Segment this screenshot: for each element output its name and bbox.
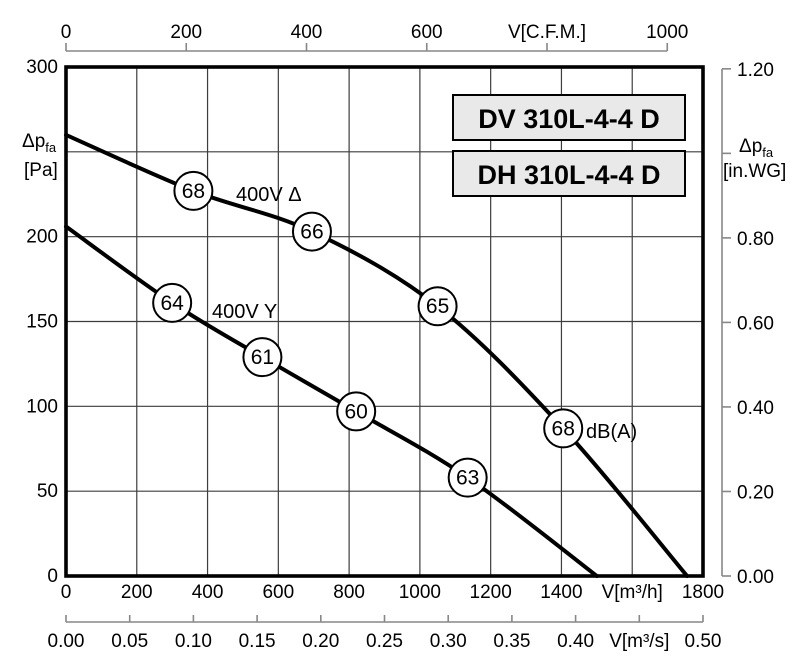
m3s-axis-tick-label: 0.05 — [111, 631, 148, 652]
noise-marker: 68 — [543, 408, 584, 449]
cfm-axis-tick-label: 0 — [61, 22, 72, 43]
m3h-axis-tick-label: 600 — [262, 582, 294, 603]
delta-p-subscript: fa — [45, 140, 57, 155]
noise-marker: 63 — [447, 457, 488, 498]
noise-marker: 61 — [242, 337, 283, 378]
inwg-axis-tick-label: 0.40 — [737, 398, 774, 419]
delta-p-symbol: Δp — [739, 136, 762, 157]
curve-400v-y — [64, 224, 599, 578]
noise-marker-value: 61 — [251, 346, 274, 369]
series-label-400v-y: 400V Y — [212, 301, 277, 323]
noise-marker-value: 65 — [426, 295, 449, 318]
model-title-box-dh: DH 310L-4-4 D — [452, 150, 686, 197]
m3s-axis-tick-label: 0.50 — [685, 631, 722, 652]
noise-marker: 66 — [291, 211, 332, 252]
noise-marker-circle — [417, 286, 458, 327]
model-title-dv: DV 310L-4-4 D — [478, 104, 660, 134]
m3h-axis-tick-label: 200 — [121, 582, 153, 603]
cfm-axis-tick-label: 400 — [291, 22, 323, 43]
noise-marker-value: 64 — [160, 292, 184, 315]
noise-marker: 68 — [173, 170, 214, 211]
m3h-axis-tick-label: 1400 — [540, 582, 582, 603]
inwg-axis-tick-label: 0.20 — [737, 482, 774, 503]
model-title-box-dh-frame — [452, 150, 686, 197]
right-axis-unit: [in.WG] — [723, 161, 786, 182]
model-title-box-dv-frame — [452, 94, 686, 141]
series-label-400v-delta: 400V Δ — [236, 184, 302, 206]
m3s-axis-tick-label: V[m³/s] — [609, 631, 669, 652]
noise-marker-circle — [543, 408, 584, 449]
inwg-axis-tick-label: 0.00 — [737, 567, 774, 588]
cfm-axis-tick-label: V[C.F.M.] — [508, 22, 586, 43]
delta-p-symbol: Δp — [22, 131, 45, 152]
noise-marker: 65 — [417, 286, 458, 327]
m3h-axis-tick-label: V[m³/h] — [602, 582, 663, 603]
m3s-axis-tick-label: 0.30 — [430, 631, 467, 652]
m3s-axis-tick-label: 0.25 — [366, 631, 403, 652]
noise-marker: 64 — [152, 282, 193, 323]
noise-marker-circle — [291, 211, 332, 252]
cfm-axis-tick-label: 600 — [411, 22, 443, 43]
m3h-axis-tick-label: 1200 — [470, 582, 512, 603]
m3s-axis-tick-label: 0.00 — [48, 631, 85, 652]
left-axis-unit: [Pa] — [24, 160, 58, 181]
model-title-dh: DH 310L-4-4 D — [477, 160, 660, 190]
noise-marker-circle — [173, 170, 214, 211]
noise-marker: 60 — [336, 391, 377, 432]
m3s-axis-tick-label: 0.15 — [239, 631, 276, 652]
noise-unit-label: dB(A) — [586, 421, 637, 443]
delta-p-subscript: fa — [762, 145, 774, 160]
right-axis-symbol: Δpfa — [739, 136, 774, 160]
performance-curves — [64, 132, 690, 578]
plot-grid — [66, 67, 703, 576]
noise-marker-circle — [447, 457, 488, 498]
inwg-axis-tick-label: 1.20 — [737, 60, 774, 81]
noise-marker-circle — [242, 337, 283, 378]
noise-marker-value: 63 — [456, 467, 479, 490]
cfm-axis-tick-label: 200 — [170, 22, 202, 43]
m3h-axis-tick-label: 1000 — [399, 582, 441, 603]
m3h-axis-tick-label: 800 — [333, 582, 365, 603]
pa-axis-tick-label: 50 — [37, 481, 58, 502]
left-axis-symbol: Δpfa — [22, 131, 57, 155]
plot-border — [64, 65, 705, 578]
noise-marker-value: 68 — [182, 180, 205, 203]
inwg-axis-tick-label: 0.80 — [737, 229, 774, 250]
noise-marker-value: 60 — [345, 400, 368, 423]
m3s-axis-tick-label: 0.40 — [557, 631, 594, 652]
pa-axis-tick-label: 100 — [26, 396, 58, 417]
m3h-axis-tick-label: 400 — [192, 582, 224, 603]
pa-axis-tick-label: 150 — [26, 312, 58, 333]
cfm-axis-tick-label: 1000 — [646, 22, 688, 43]
pa-axis-tick-label: 300 — [26, 57, 58, 78]
pa-axis-tick-label: 0 — [47, 566, 58, 587]
m3s-axis-tick-label: 0.10 — [175, 631, 212, 652]
noise-marker-circle — [152, 282, 193, 323]
m3h-axis-tick-label: 0 — [61, 582, 72, 603]
model-title-box-dv: DV 310L-4-4 D — [452, 94, 686, 141]
m3h-axis-tick-label: 1800 — [682, 582, 724, 603]
m3s-axis-tick-label: 0.20 — [302, 631, 339, 652]
m3s-axis-tick-label: 0.35 — [493, 631, 530, 652]
inwg-axis-tick-label: 0.60 — [737, 313, 774, 334]
noise-marker-value: 68 — [552, 417, 575, 440]
noise-marker-value: 66 — [300, 221, 323, 244]
noise-level-markers: 68 66 65 68 64 61 60 63 — [152, 170, 584, 498]
curve-400v-delta — [64, 132, 690, 578]
pa-axis-tick-label: 200 — [26, 227, 58, 248]
noise-marker-circle — [336, 391, 377, 432]
